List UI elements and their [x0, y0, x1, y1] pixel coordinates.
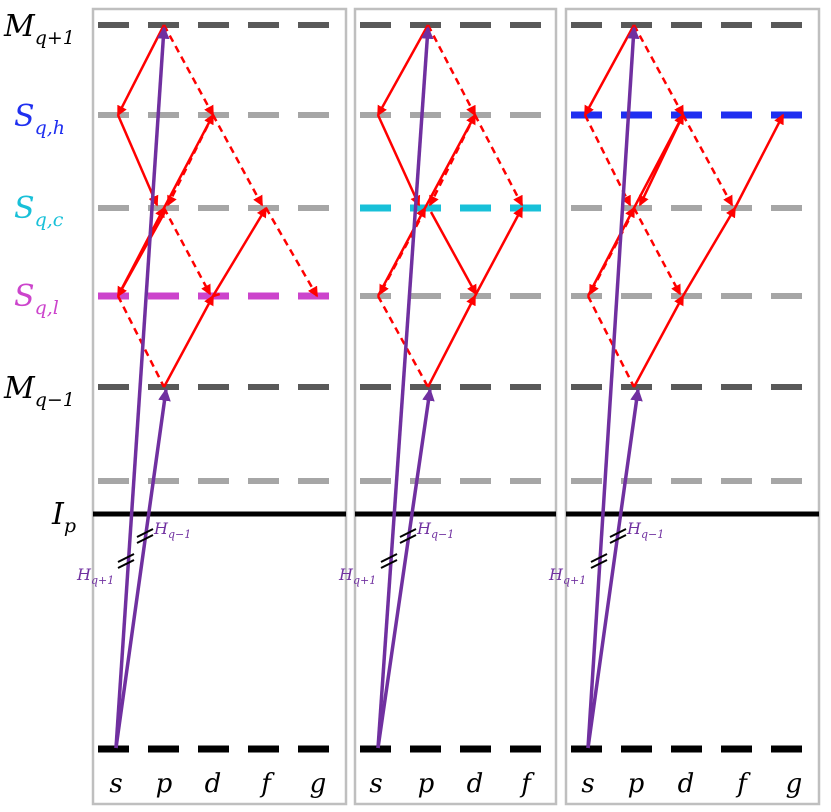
label-s-l: Sq,l	[14, 279, 59, 319]
harmonic-label-minus: Hq−1	[153, 519, 191, 541]
l-label: g	[310, 769, 327, 799]
energy-levels	[98, 22, 819, 753]
harmonic-label-minus: Hq−1	[626, 519, 664, 541]
l-label: s	[109, 769, 122, 799]
l-label: d	[678, 769, 695, 799]
harmonic-label-plus: Hq+1	[76, 565, 114, 587]
l-label: d	[467, 769, 484, 799]
l-label: p	[156, 769, 173, 799]
label-ip: Ip	[51, 497, 76, 537]
panel-2-transitions	[376, 24, 524, 388]
harmonic-label-plus: Hq+1	[338, 565, 376, 587]
break-marks	[117, 528, 627, 569]
panel-3-frame	[564, 7, 821, 806]
harmonic-label-minus: Hq−1	[416, 519, 454, 541]
l-label: p	[418, 769, 435, 799]
l-label: d	[205, 769, 222, 799]
l-label: f	[519, 769, 535, 799]
harmonic-photons	[114, 26, 643, 749]
l-label: g	[786, 769, 803, 799]
harmonic-labels: Hq+1 Hq−1 Hq+1 Hq−1 Hq+1 Hq−1	[76, 519, 664, 587]
label-s-h: Sq,h	[14, 99, 65, 139]
l-label: s	[369, 769, 382, 799]
harmonic-label-plus: Hq+1	[548, 565, 586, 587]
l-label: s	[581, 769, 594, 799]
panel-2-frame	[353, 7, 558, 806]
l-label: f	[735, 769, 751, 799]
label-m-minus: Mq−1	[3, 371, 75, 411]
label-s-c: Sq,c	[14, 191, 64, 231]
l-label: f	[259, 769, 275, 799]
l-label: p	[628, 769, 645, 799]
panel-1-frame	[91, 7, 348, 806]
panel-1-transitions	[116, 24, 319, 388]
label-m-plus: Mq+1	[3, 9, 75, 49]
panel-3-transitions	[583, 24, 785, 388]
l-labels: s p d f g s p d f s p d f g	[109, 769, 802, 799]
